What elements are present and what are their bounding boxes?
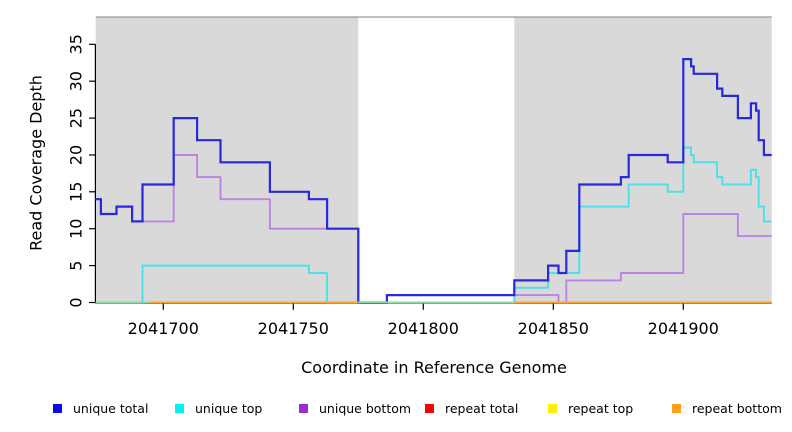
legend-label: repeat bottom bbox=[692, 400, 782, 416]
x-tick-label: 2041900 bbox=[648, 319, 719, 338]
y-tick-label: 30 bbox=[66, 71, 85, 91]
legend-item-repeat-total: repeat total bbox=[425, 399, 518, 417]
x-tick-label: 2041800 bbox=[388, 319, 459, 338]
y-tick-label: 0 bbox=[66, 297, 85, 307]
legend-swatch-repeat-bottom bbox=[672, 403, 681, 413]
legend-label: repeat total bbox=[445, 400, 519, 416]
legend-item-repeat-bottom: repeat bottom bbox=[672, 399, 782, 417]
legend-label: unique top bbox=[195, 400, 263, 416]
y-tick-label: 5 bbox=[66, 261, 85, 271]
y-tick-label: 15 bbox=[66, 182, 85, 202]
coverage-region-shading bbox=[95, 17, 359, 304]
legend-swatch-unique-bottom bbox=[299, 403, 308, 413]
y-tick-label: 25 bbox=[66, 108, 85, 128]
y-tick-label: 20 bbox=[66, 145, 85, 165]
y-axis-label: Read Coverage Depth bbox=[26, 75, 46, 251]
series-line-unique-top bbox=[95, 146, 772, 304]
legend-label: unique bottom bbox=[319, 400, 412, 416]
legend-swatch-unique-top bbox=[175, 403, 184, 413]
legend-swatch-unique-total bbox=[53, 403, 62, 413]
x-axis-label: Coordinate in Reference Genome bbox=[301, 358, 567, 377]
legend-item-unique-total: unique total bbox=[53, 399, 148, 417]
x-tick-label: 2041750 bbox=[258, 319, 329, 338]
legend-label: unique total bbox=[73, 400, 149, 416]
x-tick-label: 2041700 bbox=[128, 319, 199, 338]
y-tick-label: 10 bbox=[66, 219, 85, 239]
coverage-chart-canvas: 2041700 2041750 2041800 2041850 2041900 0 5 10 1… bbox=[66, 16, 772, 338]
y-tick-label: 35 bbox=[66, 34, 85, 54]
series-line-unique-total bbox=[95, 58, 772, 304]
legend-item-repeat-top: repeat top bbox=[548, 399, 633, 417]
coverage-region-shading bbox=[514, 17, 772, 304]
legend-swatch-repeat-top bbox=[548, 403, 557, 413]
legend-swatch-repeat-total bbox=[425, 403, 434, 413]
legend-label: repeat top bbox=[568, 400, 634, 416]
legend-item-unique-top: unique top bbox=[175, 399, 262, 417]
legend-item-unique-bottom: unique bottom bbox=[299, 399, 411, 417]
x-tick-label: 2041850 bbox=[518, 319, 589, 338]
